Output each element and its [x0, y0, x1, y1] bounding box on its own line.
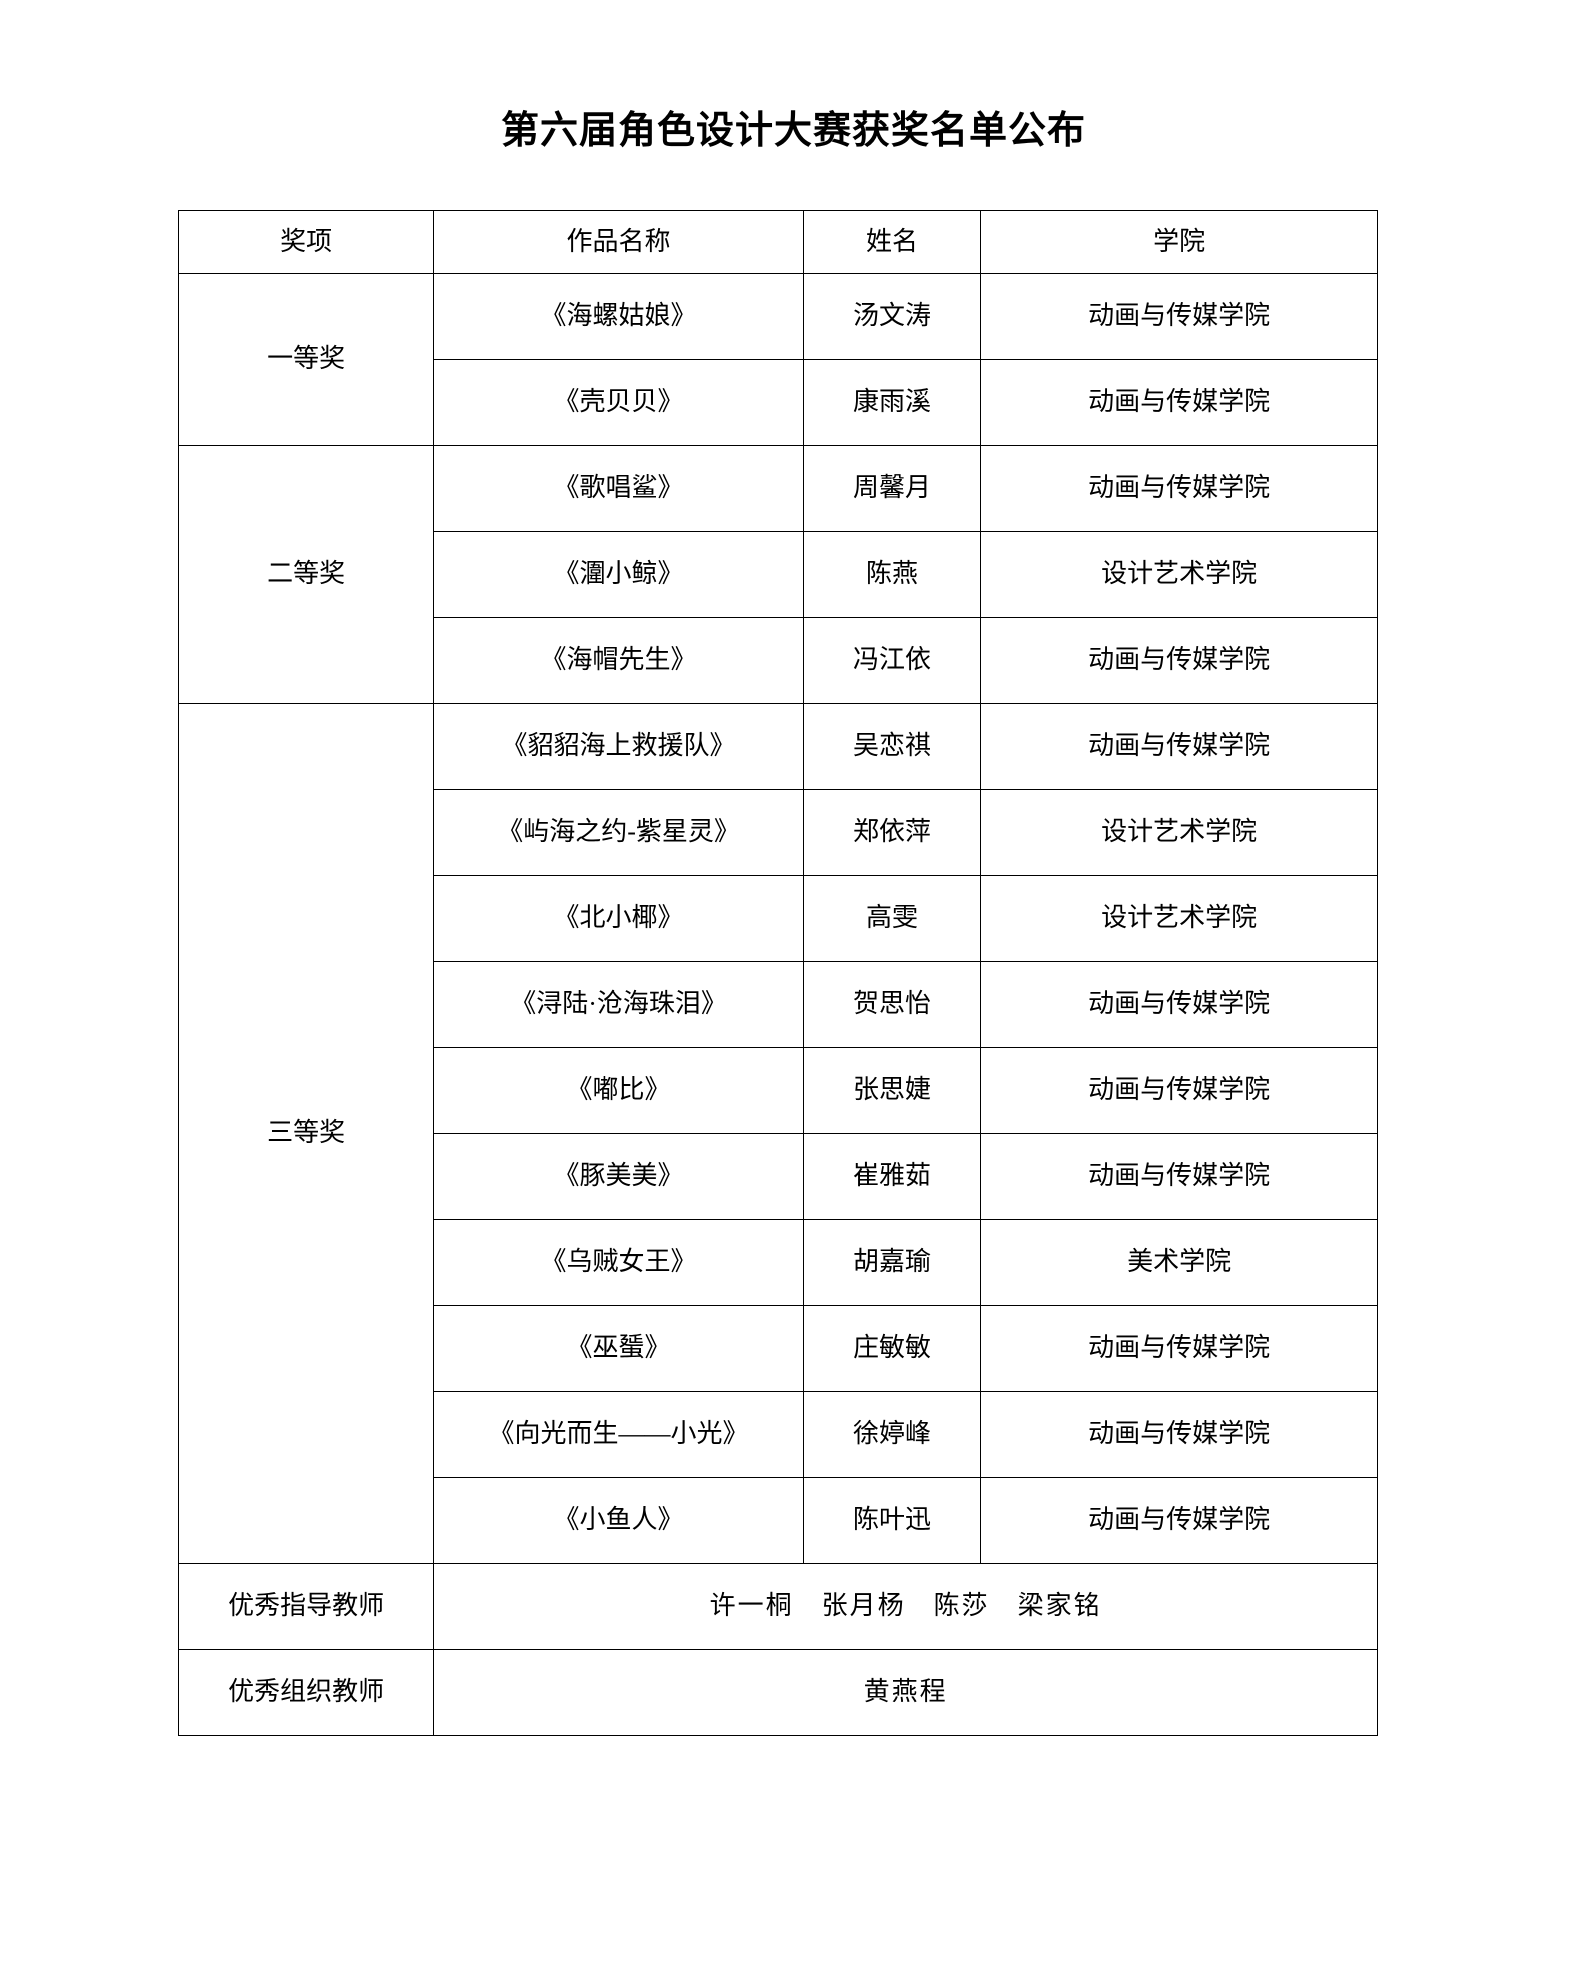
- work-title-cell: 《乌贼女王》: [433, 1218, 804, 1306]
- work-title-cell: 《屿海之约-紫星灵》: [433, 788, 804, 876]
- table-row: 三等奖 《貂貂海上救援队》 吴恋祺 动画与传媒学院: [177, 702, 1378, 1564]
- college-cell: 动画与传媒学院: [980, 960, 1378, 1048]
- work-title-cell: 《北小椰》: [433, 874, 804, 962]
- award-table-body: 奖项 作品名称 姓名 学院 一等奖 《海螺姑娘》 汤文涛 动画与传媒学院 《壳贝…: [177, 209, 1378, 1736]
- work-title-cell: 《壳贝贝》: [433, 358, 804, 446]
- author-name-cell: 周馨月: [802, 444, 982, 532]
- award-group-label: 三等奖: [177, 702, 435, 1564]
- work-title-cell: 《豚美美》: [433, 1132, 804, 1220]
- page-title: 第六届角色设计大赛获奖名单公布: [500, 110, 1086, 152]
- table-row: 《北小椰》 高雯 设计艺术学院: [179, 874, 1378, 962]
- column-header-college: 学院: [980, 209, 1378, 274]
- table-row: 《海帽先生》 冯江依 动画与传媒学院: [179, 616, 1378, 704]
- author-name-cell: 冯江依: [802, 616, 982, 704]
- author-name-cell: 贺思怡: [802, 960, 982, 1048]
- college-cell: 动画与传媒学院: [980, 1476, 1378, 1564]
- award-table-container: 奖项 作品名称 姓名 学院 一等奖 《海螺姑娘》 汤文涛 动画与传媒学院 《壳贝…: [0, 209, 1587, 1736]
- table-row: 《豚美美》 崔雅茹 动画与传媒学院: [179, 1132, 1378, 1220]
- college-cell: 动画与传媒学院: [980, 272, 1378, 360]
- author-name-cell: 陈叶迅: [802, 1476, 982, 1564]
- table-row: 《浔陆·沧海珠泪》 贺思怡 动画与传媒学院: [179, 960, 1378, 1048]
- college-cell: 动画与传媒学院: [980, 1046, 1378, 1134]
- outstanding-advisor-label: 优秀指导教师: [177, 1562, 435, 1650]
- award-list-table: 奖项 作品名称 姓名 学院 一等奖 《海螺姑娘》 汤文涛 动画与传媒学院 《壳贝…: [177, 209, 1378, 1736]
- author-name-cell: 胡嘉瑜: [802, 1218, 982, 1306]
- table-row: 《屿海之约-紫星灵》 郑依萍 设计艺术学院: [179, 788, 1378, 876]
- college-cell: 动画与传媒学院: [980, 1304, 1378, 1392]
- author-name-cell: 崔雅茹: [802, 1132, 982, 1220]
- column-header-award: 奖项: [177, 209, 435, 274]
- table-row: 《小鱼人》 陈叶迅 动画与传媒学院: [179, 1476, 1378, 1564]
- table-row: 一等奖 《海螺姑娘》 汤文涛 动画与传媒学院: [177, 272, 1378, 446]
- college-cell: 动画与传媒学院: [980, 1390, 1378, 1478]
- work-title-cell: 《海螺姑娘》: [433, 272, 804, 360]
- college-cell: 美术学院: [980, 1218, 1378, 1306]
- author-name-cell: 徐婷峰: [802, 1390, 982, 1478]
- college-cell: 动画与传媒学院: [980, 702, 1378, 790]
- column-header-name: 姓名: [802, 209, 982, 274]
- author-name-cell: 张思婕: [802, 1046, 982, 1134]
- work-title-cell: 《潿小鲸》: [433, 530, 804, 618]
- table-row-outstanding-advisors: 优秀指导教师 许一桐 张月杨 陈莎 梁家铭: [177, 1562, 1378, 1650]
- college-cell: 设计艺术学院: [980, 874, 1378, 962]
- work-title-cell: 《歌唱鲨》: [433, 444, 804, 532]
- table-row: 《乌贼女王》 胡嘉瑜 美术学院: [179, 1218, 1378, 1306]
- college-cell: 动画与传媒学院: [980, 616, 1378, 704]
- outstanding-advisor-names: 许一桐 张月杨 陈莎 梁家铭: [433, 1562, 1378, 1650]
- author-name-cell: 吴恋祺: [802, 702, 982, 790]
- table-row: 《壳贝贝》 康雨溪 动画与传媒学院: [179, 358, 1378, 446]
- college-cell: 动画与传媒学院: [980, 358, 1378, 446]
- work-title-cell: 《小鱼人》: [433, 1476, 804, 1564]
- work-title-cell: 《巫蜑》: [433, 1304, 804, 1392]
- author-name-cell: 陈燕: [802, 530, 982, 618]
- college-cell: 动画与传媒学院: [980, 1132, 1378, 1220]
- work-title-cell: 《海帽先生》: [433, 616, 804, 704]
- table-row-outstanding-organizer: 优秀组织教师 黄燕程: [177, 1648, 1378, 1736]
- college-cell: 设计艺术学院: [980, 530, 1378, 618]
- work-title-cell: 《浔陆·沧海珠泪》: [433, 960, 804, 1048]
- work-title-cell: 《貂貂海上救援队》: [433, 702, 804, 790]
- column-header-work: 作品名称: [433, 209, 804, 274]
- table-row: 《向光而生——小光》 徐婷峰 动画与传媒学院: [179, 1390, 1378, 1478]
- college-cell: 动画与传媒学院: [980, 444, 1378, 532]
- award-group-label: 一等奖: [177, 272, 435, 446]
- outstanding-organizer-label: 优秀组织教师: [177, 1648, 435, 1736]
- author-name-cell: 高雯: [802, 874, 982, 962]
- work-title-cell: 《嘟比》: [433, 1046, 804, 1134]
- award-group-label: 二等奖: [177, 444, 435, 704]
- college-cell: 设计艺术学院: [980, 788, 1378, 876]
- table-row: 二等奖 《歌唱鲨》 周馨月 动画与传媒学院: [177, 444, 1378, 704]
- author-name-cell: 汤文涛: [802, 272, 982, 360]
- work-title-cell: 《向光而生——小光》: [433, 1390, 804, 1478]
- outstanding-organizer-names: 黄燕程: [433, 1648, 1378, 1736]
- author-name-cell: 郑依萍: [802, 788, 982, 876]
- author-name-cell: 庄敏敏: [802, 1304, 982, 1392]
- table-header-row: 奖项 作品名称 姓名 学院: [177, 209, 1378, 274]
- table-row: 《嘟比》 张思婕 动画与传媒学院: [179, 1046, 1378, 1134]
- author-name-cell: 康雨溪: [802, 358, 982, 446]
